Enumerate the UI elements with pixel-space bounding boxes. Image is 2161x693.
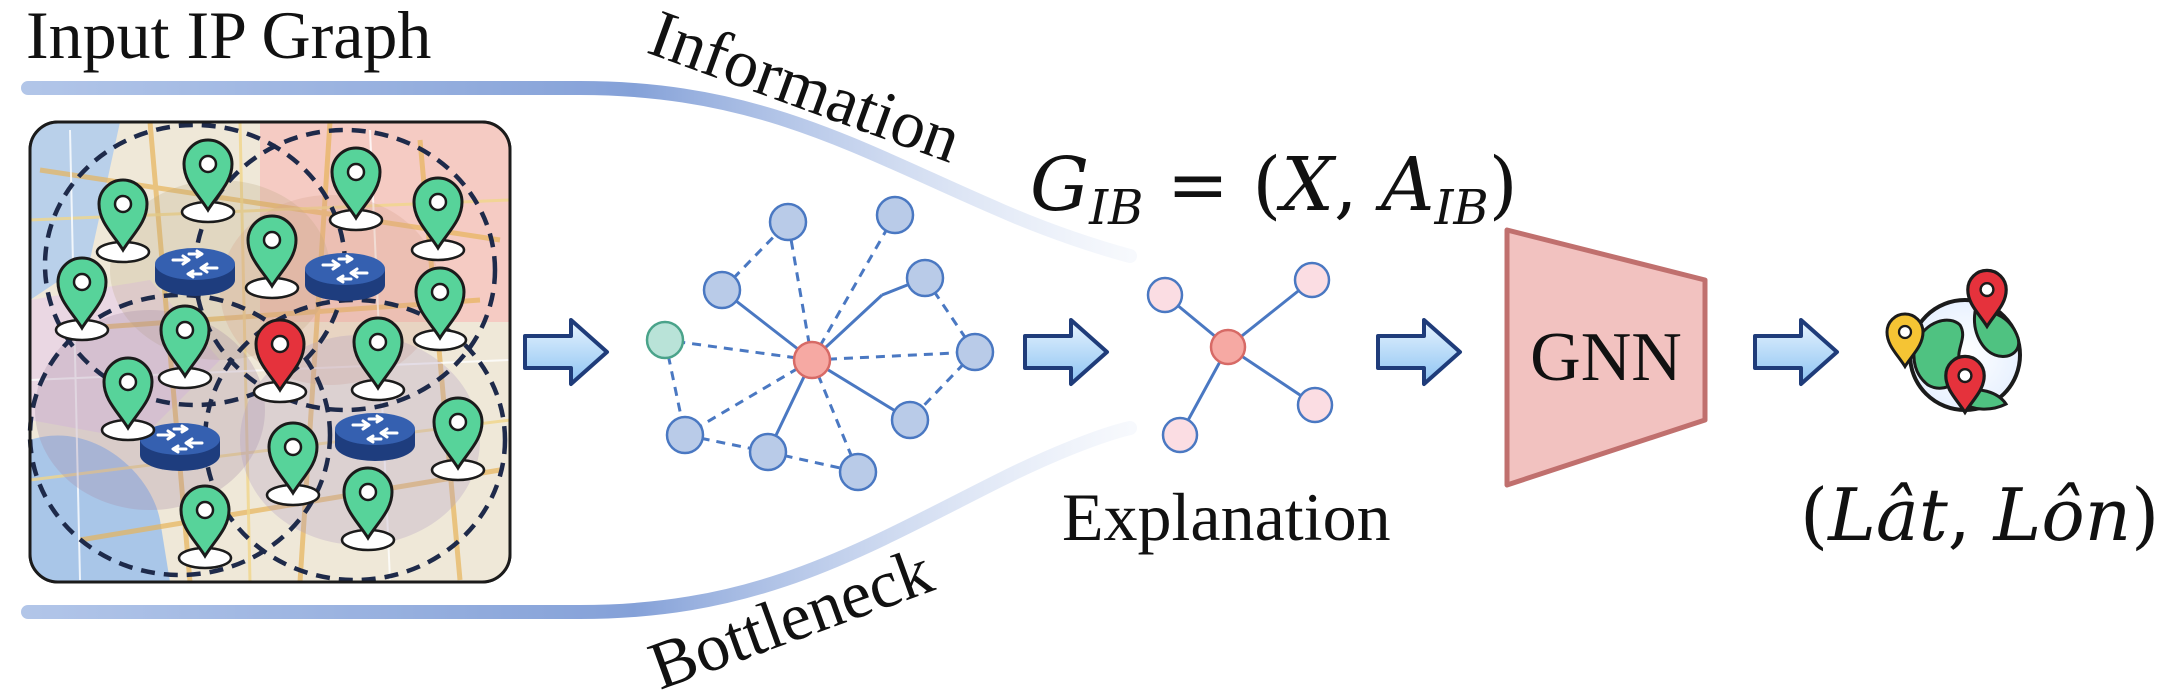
graph-center-node [792,340,832,380]
graph-node [875,195,915,235]
graph-node [890,400,930,440]
right-arrow-icon [1753,318,1839,386]
location-pin-icon [100,356,156,442]
graph-node [768,202,808,242]
globe-with-pins-icon [1885,268,2022,416]
location-pin-icon [265,421,321,507]
location-pin-icon [412,266,468,352]
bottleneck-label: Bottleneck [639,532,942,693]
gnn-label: GNN [1530,319,1682,396]
information-label: Information [640,0,971,177]
explanation-center-node [1209,328,1247,366]
graph-node [702,270,742,310]
target-location-pin-icon [252,318,308,404]
explanation-label: Explanation [1062,479,1391,555]
input-ip-graph-panel [27,120,512,584]
funnel-bottom-band [21,421,1137,619]
location-pin-icon [430,396,486,482]
router-icon [303,251,387,303]
location-pin-icon [350,316,406,402]
location-pin-icon [177,484,233,570]
graph-node [905,258,945,298]
funnel-top-band [21,81,1137,263]
graph-node [645,320,685,360]
location-pin-icon [340,466,396,552]
gnn-block: GNN [1504,227,1708,488]
graph-node [748,432,788,472]
location-pin-icon [328,146,384,232]
explanation-node [1296,386,1334,424]
output-coordinates: (Lât, Lôn) [1800,473,2159,557]
router-icon [333,411,417,463]
location-pin-icon [95,178,151,264]
graph-node [838,452,878,492]
router-icon [153,246,237,298]
explanation-node [1146,276,1184,314]
right-arrow-icon [1376,318,1462,386]
full-graph [645,195,995,492]
explanation-node [1293,261,1331,299]
right-arrow-icon [1023,318,1109,386]
explanation-node [1161,416,1199,454]
location-pin-icon [244,214,300,300]
location-pin-icon [157,304,213,390]
right-arrow-icon [523,318,609,386]
graph-node [955,332,995,372]
location-pin-icon [410,176,466,262]
input-graph-title: Input IP Graph [26,0,431,73]
location-pin-icon [180,138,236,224]
graph-node [665,415,705,455]
explanation-subgraph [1146,261,1334,454]
formula-g-ib: GIB = (X, AIB) [1030,142,1518,236]
location-pin-icon [54,256,110,342]
